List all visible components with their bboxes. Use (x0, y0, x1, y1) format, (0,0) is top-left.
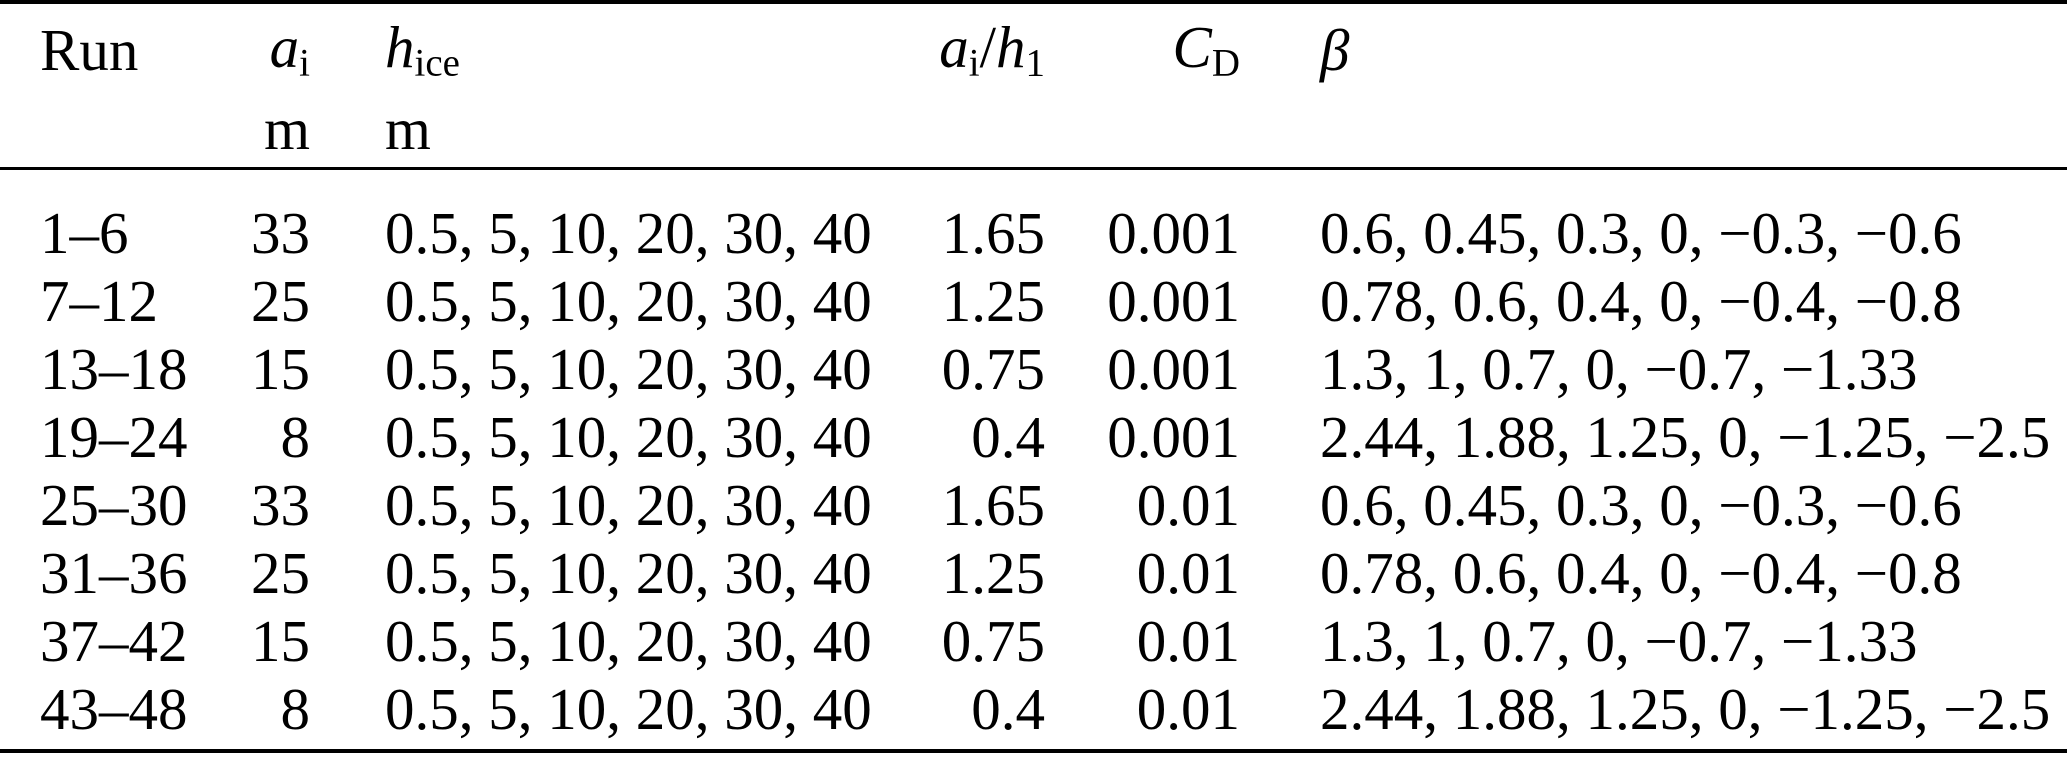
cell-ai: 33 (251, 200, 310, 267)
cell-ai: 15 (251, 336, 310, 403)
cell-cd: 0.01 (1136, 472, 1240, 539)
cell-run: 7–12 (40, 268, 158, 335)
cell-ai: 8 (280, 676, 311, 743)
cell-ai: 8 (280, 404, 311, 471)
header-ai-h1-ratio: ai/h1 (939, 14, 1045, 85)
table-row: 43–48 8 0.5, 5, 10, 20, 30, 40 0.4 0.01 … (0, 676, 2067, 744)
cell-ai: 15 (251, 608, 310, 675)
header-hice: hice (385, 14, 460, 85)
cell-run: 1–6 (40, 200, 129, 267)
header-run-unit (0, 97, 240, 176)
header-cd: CD (1172, 14, 1240, 85)
cell-run: 25–30 (40, 472, 188, 539)
cell-beta: 0.6, 0.45, 0.3, 0, −0.3, −0.6 (1320, 472, 1962, 539)
cell-beta: 0.78, 0.6, 0.4, 0, −0.4, −0.8 (1320, 268, 1962, 335)
table-row: 19–24 8 0.5, 5, 10, 20, 30, 40 0.4 0.001… (0, 404, 2067, 472)
cell-cd: 0.001 (1107, 200, 1240, 267)
experiment-runs-table: Run ai hice ai/h1 CD β m m 1–6 33 0.5, 5… (0, 4, 2067, 744)
header-ai: ai (269, 14, 310, 85)
cell-cd: 0.001 (1107, 404, 1240, 471)
table-row: 31–36 25 0.5, 5, 10, 20, 30, 40 1.25 0.0… (0, 540, 2067, 608)
cell-hice: 0.5, 5, 10, 20, 30, 40 (385, 540, 872, 607)
cell-ratio: 1.25 (941, 540, 1045, 607)
cell-ai: 33 (251, 472, 310, 539)
cell-beta: 1.3, 1, 0.7, 0, −0.7, −1.33 (1320, 336, 1918, 403)
table-row: 25–30 33 0.5, 5, 10, 20, 30, 40 1.65 0.0… (0, 472, 2067, 540)
table-body: 1–6 33 0.5, 5, 10, 20, 30, 40 1.65 0.001… (0, 176, 2067, 744)
cell-run: 37–42 (40, 608, 188, 675)
table-bottom-rule (0, 749, 2067, 753)
cell-ratio: 1.65 (941, 200, 1045, 267)
header-run: Run (40, 17, 139, 84)
cell-cd: 0.001 (1107, 336, 1240, 403)
header-beta: β (1320, 17, 1350, 84)
cell-ratio: 0.75 (941, 336, 1045, 403)
cell-hice: 0.5, 5, 10, 20, 30, 40 (385, 404, 872, 471)
table-header: Run ai hice ai/h1 CD β m m (0, 4, 2067, 176)
cell-hice: 0.5, 5, 10, 20, 30, 40 (385, 268, 872, 335)
header-hice-unit: m (385, 96, 431, 162)
cell-ratio: 0.75 (941, 608, 1045, 675)
cell-beta: 1.3, 1, 0.7, 0, −0.7, −1.33 (1320, 608, 1918, 675)
cell-beta: 2.44, 1.88, 1.25, 0, −1.25, −2.5 (1320, 676, 2051, 743)
cell-run: 31–36 (40, 540, 188, 607)
header-row-symbols: Run ai hice ai/h1 CD β (0, 4, 2067, 97)
cell-cd: 0.01 (1136, 676, 1240, 743)
table-row: 1–6 33 0.5, 5, 10, 20, 30, 40 1.65 0.001… (0, 176, 2067, 268)
cell-cd: 0.001 (1107, 268, 1240, 335)
cell-run: 13–18 (40, 336, 188, 403)
cell-hice: 0.5, 5, 10, 20, 30, 40 (385, 676, 872, 743)
cell-ratio: 1.25 (941, 268, 1045, 335)
cell-cd: 0.01 (1136, 608, 1240, 675)
table-top-rule (0, 0, 2067, 4)
cell-beta: 2.44, 1.88, 1.25, 0, −1.25, −2.5 (1320, 404, 2051, 471)
header-row-units: m m (0, 97, 2067, 176)
cell-ratio: 0.4 (971, 676, 1045, 743)
cell-hice: 0.5, 5, 10, 20, 30, 40 (385, 200, 872, 267)
cell-run: 19–24 (40, 404, 188, 471)
cell-beta: 0.6, 0.45, 0.3, 0, −0.3, −0.6 (1320, 200, 1962, 267)
cell-run: 43–48 (40, 676, 188, 743)
cell-beta: 0.78, 0.6, 0.4, 0, −0.4, −0.8 (1320, 540, 1962, 607)
cell-ratio: 0.4 (971, 404, 1045, 471)
table-row: 37–42 15 0.5, 5, 10, 20, 30, 40 0.75 0.0… (0, 608, 2067, 676)
cell-hice: 0.5, 5, 10, 20, 30, 40 (385, 472, 872, 539)
cell-hice: 0.5, 5, 10, 20, 30, 40 (385, 336, 872, 403)
cell-hice: 0.5, 5, 10, 20, 30, 40 (385, 608, 872, 675)
header-ai-unit: m (264, 96, 310, 162)
cell-ratio: 1.65 (941, 472, 1045, 539)
cell-ai: 25 (251, 540, 310, 607)
cell-cd: 0.01 (1136, 540, 1240, 607)
cell-ai: 25 (251, 268, 310, 335)
table-row: 13–18 15 0.5, 5, 10, 20, 30, 40 0.75 0.0… (0, 336, 2067, 404)
table-row: 7–12 25 0.5, 5, 10, 20, 30, 40 1.25 0.00… (0, 268, 2067, 336)
table-header-rule (0, 167, 2067, 170)
